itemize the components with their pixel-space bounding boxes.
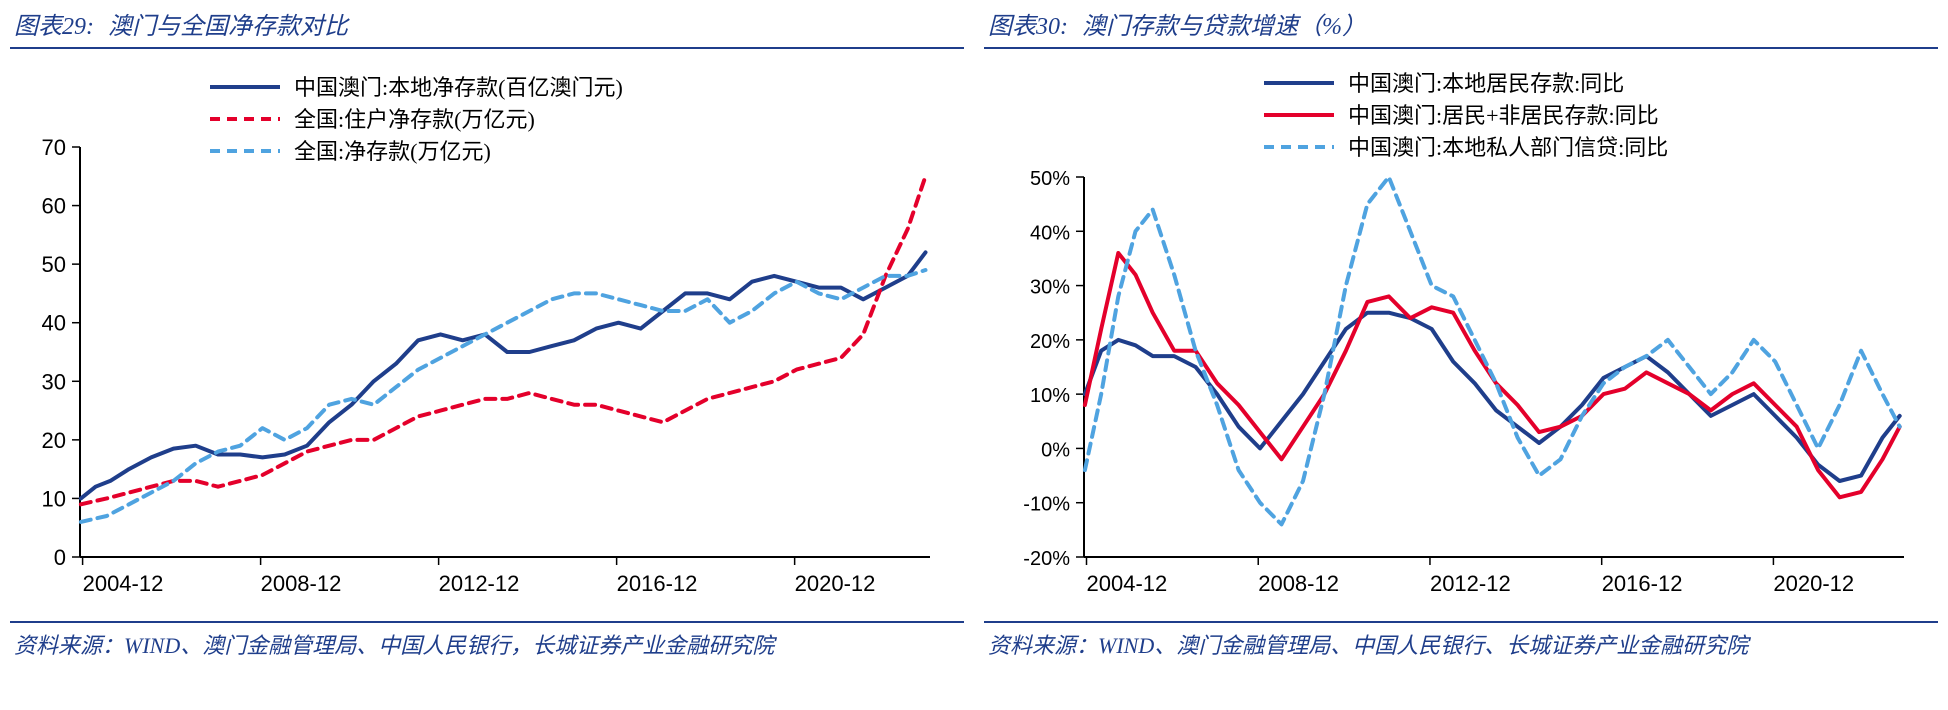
left-chart-svg: 0 10 20 30 40 50 60 70 2004-12 2008-12 2012-12 2016… [10,57,960,617]
svg-text:50%: 50% [1030,168,1070,190]
svg-text:0%: 0% [1041,439,1070,461]
svg-text:10%: 10% [1030,385,1070,407]
right-title-prefix: 图表30: [988,14,1068,40]
svg-text:全国:净存款(万亿元): 全国:净存款(万亿元) [294,139,491,164]
right-panel: 图表30: 澳门存款与贷款增速（%） -20% -10% 0% 10% 20% 30% 40… [974,0,1948,666]
right-title: 图表30: 澳门存款与贷款增速（%） [988,14,1366,40]
right-title-text: 澳门存款与贷款增速（%） [1082,14,1366,40]
svg-text:2008-12: 2008-12 [261,571,342,596]
right-source: 资料来源：WIND、澳门金融管理局、中国人民银行、长城证券产业金融研究院 [984,621,1938,666]
left-title: 图表29: 澳门与全国净存款对比 [14,14,348,40]
svg-text:中国澳门:本地净存款(百亿澳门元): 中国澳门:本地净存款(百亿澳门元) [294,75,623,100]
right-chart-svg: -20% -10% 0% 10% 20% 30% 40% 50% 2004-12 2008-12 2… [984,57,1934,617]
svg-text:2004-12: 2004-12 [83,571,164,596]
svg-text:2012-12: 2012-12 [439,571,520,596]
svg-text:40: 40 [42,311,66,336]
right-title-row: 图表30: 澳门存款与贷款增速（%） [984,0,1938,49]
left-title-prefix: 图表29: [14,14,94,40]
svg-text:中国澳门:居民+非居民存款:同比: 中国澳门:居民+非居民存款:同比 [1348,103,1659,128]
svg-text:2020-12: 2020-12 [1773,571,1854,596]
left-source: 资料来源：WIND、澳门金融管理局、中国人民银行，长城证券产业金融研究院 [10,621,964,666]
right-chart-block: -20% -10% 0% 10% 20% 30% 40% 50% 2004-12 2008-12 2… [984,49,1938,621]
svg-text:中国澳门:本地私人部门信贷:同比: 中国澳门:本地私人部门信贷:同比 [1348,135,1668,160]
svg-text:60: 60 [42,194,66,219]
svg-text:70: 70 [42,135,66,160]
svg-text:30%: 30% [1030,277,1070,299]
svg-text:2008-12: 2008-12 [1258,571,1339,596]
svg-text:10: 10 [42,486,66,511]
svg-text:2016-12: 2016-12 [1602,571,1683,596]
svg-text:2004-12: 2004-12 [1087,571,1168,596]
svg-text:20%: 20% [1030,331,1070,353]
left-title-row: 图表29: 澳门与全国净存款对比 [10,0,964,49]
svg-text:20: 20 [42,428,66,453]
svg-text:-10%: -10% [1023,494,1070,516]
svg-text:中国澳门:本地居民存款:同比: 中国澳门:本地居民存款:同比 [1348,71,1624,96]
svg-text:2016-12: 2016-12 [617,571,698,596]
svg-text:2012-12: 2012-12 [1430,571,1511,596]
svg-text:-20%: -20% [1023,548,1070,570]
svg-text:全国:住户净存款(万亿元): 全国:住户净存款(万亿元) [294,107,535,132]
svg-text:2020-12: 2020-12 [795,571,876,596]
left-panel: 图表29: 澳门与全国净存款对比 0 10 20 30 40 50 60 70 2004-12 2… [0,0,974,666]
svg-text:40%: 40% [1030,222,1070,244]
svg-text:0: 0 [54,545,66,570]
left-title-text: 澳门与全国净存款对比 [108,14,348,40]
charts-container: 图表29: 澳门与全国净存款对比 0 10 20 30 40 50 60 70 2004-12 2… [0,0,1948,666]
svg-text:50: 50 [42,252,66,277]
svg-text:30: 30 [42,369,66,394]
left-chart-block: 0 10 20 30 40 50 60 70 2004-12 2008-12 2012-12 2016… [10,49,964,621]
